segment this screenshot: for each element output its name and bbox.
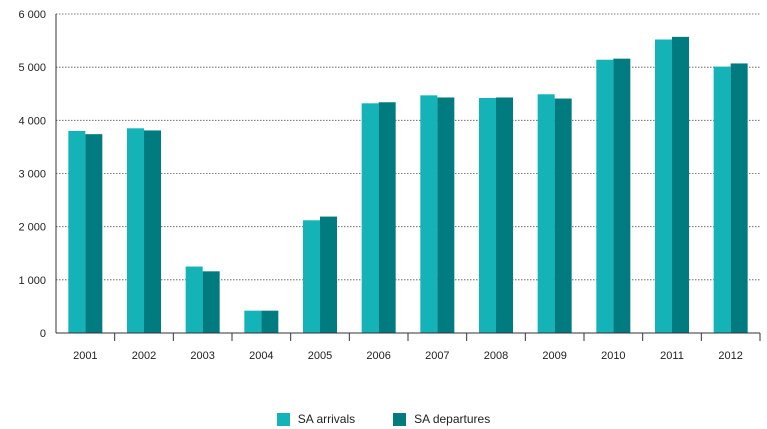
x-tick-label: 2005 — [308, 350, 332, 362]
bar-departures — [496, 97, 513, 333]
x-tick-label: 2004 — [249, 350, 273, 362]
bar-arrivals — [596, 59, 614, 334]
bar-departures — [378, 102, 396, 333]
bar-departures — [202, 271, 220, 333]
bar-departures — [613, 58, 631, 333]
x-tick-label: 2011 — [660, 350, 684, 362]
bar-arrivals — [303, 220, 320, 333]
bar-arrivals — [127, 128, 144, 333]
x-tick-label: 2008 — [484, 350, 508, 362]
bar-arrivals — [420, 95, 438, 333]
bar-departures — [437, 97, 455, 333]
legend-swatch-departures — [393, 412, 407, 426]
bar-departures — [730, 63, 748, 333]
y-tick-label: 2 000 — [18, 222, 46, 234]
bar-departures — [554, 98, 572, 333]
legend-item-departures: SA departures — [393, 410, 490, 428]
bar-arrivals — [537, 94, 555, 333]
bar-arrivals — [185, 266, 203, 333]
bar-departures — [261, 310, 279, 333]
y-tick-label: 0 — [40, 328, 46, 340]
bar-departures — [672, 36, 689, 334]
y-tick-label: 3 000 — [18, 169, 46, 181]
bar-arrivals — [361, 103, 379, 333]
x-tick-label: 2007 — [425, 350, 449, 362]
x-tick-label: 2009 — [542, 350, 566, 362]
x-tick-label: 2012 — [718, 350, 742, 362]
x-tick-label: 2006 — [366, 350, 390, 362]
bar-departures — [320, 216, 337, 333]
x-tick-label: 2002 — [132, 350, 156, 362]
legend-label-arrivals: SA arrivals — [297, 412, 356, 426]
bar-arrivals — [479, 98, 496, 334]
bar-arrivals — [713, 66, 731, 333]
x-tick-label: 2001 — [73, 350, 97, 362]
bar-departures — [144, 130, 161, 333]
y-tick-label: 6 000 — [18, 9, 46, 21]
bars — [68, 36, 748, 334]
bar-arrivals — [68, 130, 86, 333]
legend-item-arrivals: SA arrivals — [276, 410, 356, 428]
legend-swatch-arrivals — [276, 412, 290, 426]
y-tick-label: 4 000 — [18, 115, 46, 127]
bar-departures — [85, 134, 103, 333]
y-tick-labels: 0 1 000 2 000 3 000 4 000 5 000 6 000 — [18, 9, 46, 340]
axes — [55, 14, 761, 341]
x-tick-labels: 2001 2002 2003 2004 2005 2006 2007 2008 2009 2010… — [73, 350, 743, 362]
y-tick-label: 5 000 — [18, 62, 46, 74]
x-tick-label: 2010 — [601, 350, 625, 362]
bar-arrivals — [655, 39, 672, 334]
legend: SA arrivals SA departures — [0, 410, 767, 428]
x-tick-label: 2003 — [190, 350, 214, 362]
legend-label-departures: SA departures — [414, 412, 491, 426]
grid-lines — [56, 13, 760, 281]
bar-arrivals — [244, 310, 262, 333]
y-tick-label: 1 000 — [18, 275, 46, 287]
